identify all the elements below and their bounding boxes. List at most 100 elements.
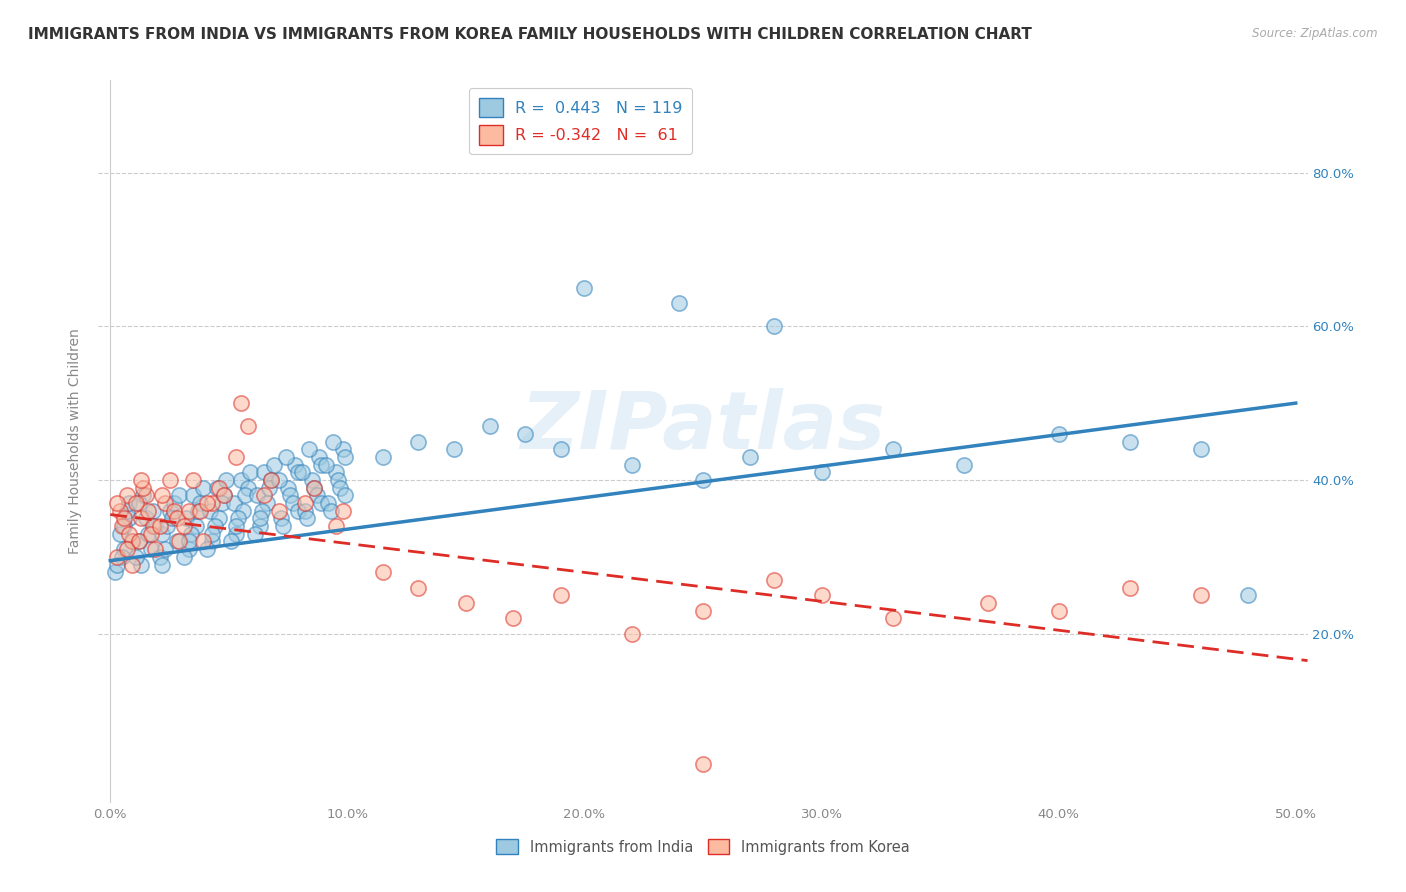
Point [302,481,325,495]
Point [1189,442,1212,457]
Point [187,504,209,518]
Point [177,504,200,518]
Point [263,458,285,472]
Point [108,526,131,541]
Point [197,496,219,510]
Point [270,511,292,525]
Point [443,442,465,457]
Point [115,504,138,518]
Point [332,504,354,518]
Text: ZIPatlas: ZIPatlas [520,388,886,467]
Point [190,496,212,510]
Point [882,442,904,457]
Point [121,534,143,549]
Point [149,549,172,564]
Point [291,465,314,479]
Point [281,496,304,510]
Point [976,596,998,610]
Point [222,496,245,510]
Point [143,542,166,557]
Point [167,534,190,549]
Point [305,488,328,502]
Point [118,496,141,510]
Point [235,488,257,502]
Point [208,481,231,495]
Point [620,458,643,472]
Point [121,534,143,549]
Point [212,488,235,502]
Point [105,558,128,572]
Point [294,504,316,518]
Point [302,481,325,495]
Point [249,519,271,533]
Point [205,481,228,495]
Point [136,504,159,518]
Point [135,488,157,502]
Point [177,534,200,549]
Point [125,549,148,564]
Point [236,419,259,434]
Point [118,511,141,525]
Point [298,442,321,457]
Point [129,558,152,572]
Point [692,473,714,487]
Point [104,565,127,579]
Point [191,481,214,495]
Point [204,519,226,533]
Point [280,488,302,502]
Point [253,488,276,502]
Point [149,519,172,533]
Point [115,488,138,502]
Point [135,511,157,525]
Point [574,281,596,295]
Point [287,504,309,518]
Point [284,458,307,472]
Point [325,465,347,479]
Point [105,549,128,564]
Point [114,542,136,557]
Point [267,473,290,487]
Point [1119,434,1142,449]
Point [181,473,204,487]
Point [256,496,278,510]
Point [163,496,186,510]
Point [243,526,266,541]
Point [225,526,247,541]
Point [201,526,224,541]
Point [267,504,290,518]
Point [111,519,134,533]
Point [1237,588,1260,602]
Point [246,488,269,502]
Point [620,626,643,640]
Point [201,534,224,549]
Point [229,396,252,410]
Point [128,534,150,549]
Point [325,519,347,533]
Point [294,496,316,510]
Text: Source: ZipAtlas.com: Source: ZipAtlas.com [1253,27,1378,40]
Point [253,465,276,479]
Legend: Immigrants from India, Immigrants from Korea: Immigrants from India, Immigrants from K… [491,833,915,861]
Point [173,519,195,533]
Point [211,496,233,510]
Point [142,519,165,533]
Point [249,511,271,525]
Point [153,542,176,557]
Point [129,473,152,487]
Point [319,504,342,518]
Point [197,542,219,557]
Point [163,504,186,518]
Point [740,450,762,464]
Point [177,542,200,557]
Point [111,549,134,564]
Point [550,442,572,457]
Point [160,511,183,525]
Point [1119,581,1142,595]
Point [191,534,214,549]
Point [152,558,174,572]
Point [190,504,212,518]
Point [810,465,832,479]
Point [952,458,974,472]
Point [236,481,259,495]
Point [128,496,150,510]
